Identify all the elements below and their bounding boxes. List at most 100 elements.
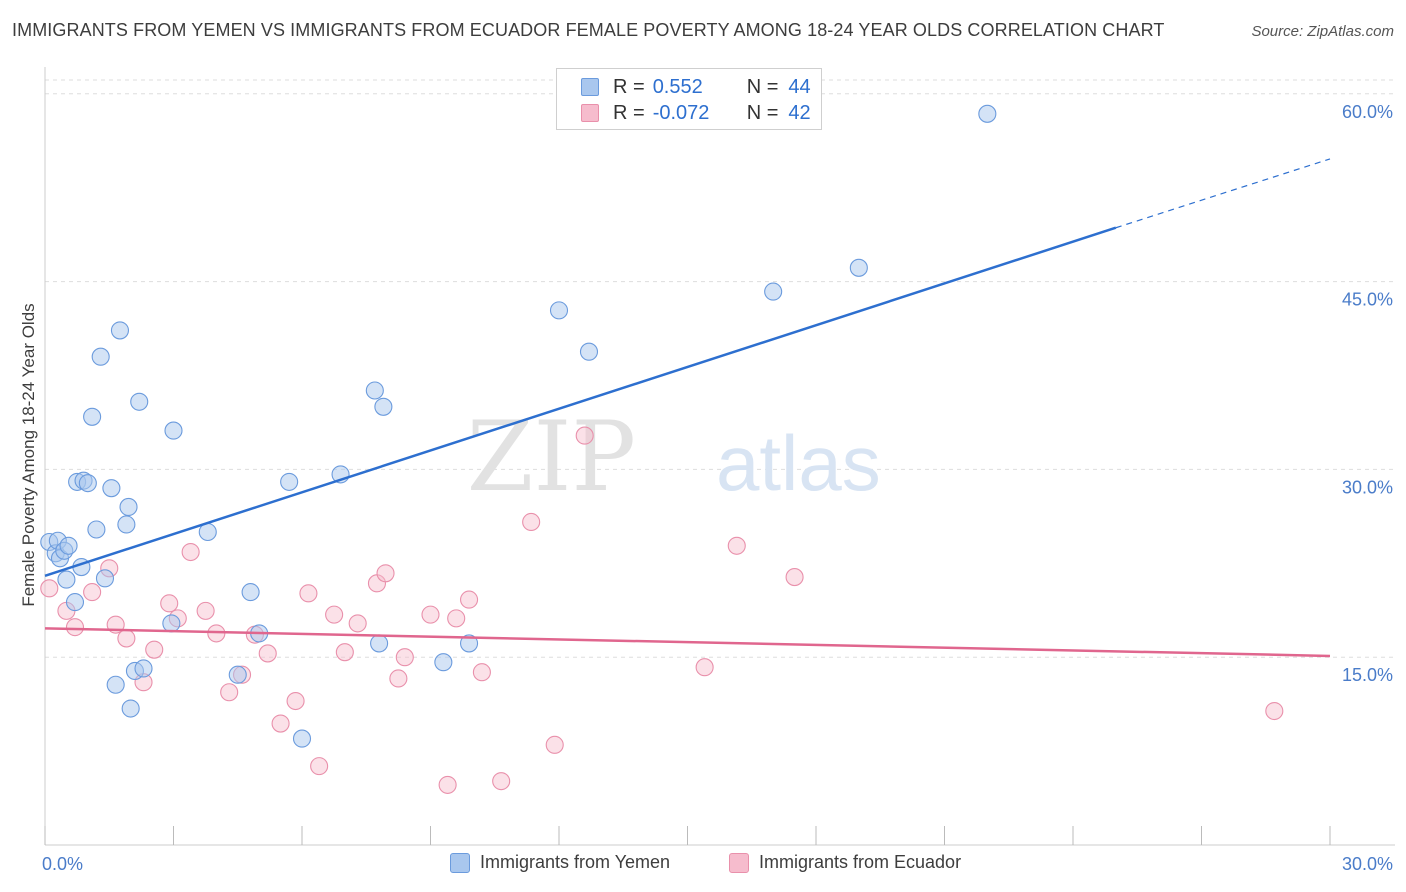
data-point-ecuador [727, 536, 746, 555]
trend-lines [44, 158, 1331, 658]
data-point-ecuador [310, 757, 329, 776]
data-point-ecuador [1265, 701, 1284, 721]
data-point-ecuador [421, 605, 440, 624]
y-tick-label: 45.0% [1342, 290, 1393, 310]
data-point-yemen [110, 321, 130, 340]
data-point-ecuador [286, 691, 305, 711]
series-legend-item-ecuador: Immigrants from Ecuador [729, 852, 961, 873]
legend-row-yemen: R = 0.552 N = 44 [581, 75, 811, 99]
chart-title: IMMIGRANTS FROM YEMEN VS IMMIGRANTS FROM… [12, 20, 1165, 40]
legend-n-label: N = [746, 101, 779, 124]
data-point-ecuador [695, 658, 714, 677]
data-point-yemen [119, 497, 138, 517]
data-point-ecuador [83, 583, 102, 602]
trend-line-yemen-extension [1115, 158, 1331, 229]
series-ecuador-points [40, 426, 1284, 794]
data-point-ecuador [438, 775, 457, 794]
watermark: ZIP atlas [467, 401, 881, 513]
data-point-yemen [130, 392, 149, 411]
data-point-ecuador [65, 618, 85, 637]
trend-line-yemen [44, 226, 1117, 578]
data-point-ecuador [40, 579, 59, 598]
series-yemen-points [40, 104, 997, 748]
data-point-yemen [228, 665, 247, 684]
data-point-ecuador [395, 648, 414, 667]
gridlines [45, 79, 1395, 658]
y-tick-label: 60.0% [1342, 102, 1393, 122]
data-point-yemen [121, 699, 140, 718]
series-legend: Immigrants from Yemen Immigrants from Ec… [0, 852, 1406, 876]
axes [44, 67, 1395, 846]
data-point-ecuador [785, 568, 804, 587]
data-point-ecuador [160, 594, 179, 613]
series-legend-label-ecuador: Immigrants from Ecuador [759, 852, 962, 872]
data-point-ecuador [459, 590, 479, 609]
series-legend-label-yemen: Immigrants from Yemen [480, 852, 671, 872]
data-point-yemen [374, 397, 393, 416]
data-point-ecuador [117, 629, 136, 648]
data-point-ecuador [271, 714, 290, 733]
x-tick-labels: 0.0% 30.0% [42, 854, 1393, 874]
data-point-ecuador [389, 669, 408, 688]
data-point-yemen [292, 729, 312, 748]
data-point-ecuador [258, 644, 277, 663]
trend-line-ecuador [44, 627, 1331, 658]
y-tick-labels: 15.0% 30.0% 45.0% 60.0% [1342, 102, 1393, 685]
data-point-yemen [57, 570, 76, 589]
x-tick-label: 0.0% [42, 854, 83, 874]
data-point-ecuador [376, 564, 395, 583]
data-point-yemen [78, 474, 97, 493]
data-point-ecuador [447, 609, 466, 628]
data-point-ecuador [325, 605, 344, 624]
data-point-yemen [95, 569, 115, 588]
y-axis-title: Female Poverty Among 18-24 Year Olds [19, 303, 38, 606]
data-point-yemen [134, 659, 153, 678]
data-point-yemen [579, 342, 599, 361]
data-point-ecuador [348, 614, 367, 633]
data-point-ecuador [472, 663, 491, 682]
y-tick-label: 15.0% [1342, 665, 1393, 685]
data-point-yemen [549, 301, 569, 320]
data-point-ecuador [575, 426, 594, 445]
data-point-yemen [764, 282, 783, 301]
data-point-ecuador [492, 772, 511, 791]
data-point-yemen [65, 593, 85, 612]
legend-r-value: -0.072 [652, 101, 710, 124]
data-point-yemen [117, 515, 136, 534]
data-point-ecuador [181, 542, 200, 562]
data-point-yemen [365, 381, 384, 400]
data-point-ecuador [522, 512, 541, 532]
data-point-ecuador [145, 640, 164, 659]
data-point-yemen [164, 421, 183, 440]
legend-swatch-ecuador [581, 104, 599, 122]
series-legend-item-yemen: Immigrants from Yemen [450, 852, 670, 873]
data-point-yemen [162, 614, 181, 633]
x-tick-label: 30.0% [1342, 854, 1393, 874]
data-point-ecuador [220, 683, 239, 702]
legend-r-value: 0.552 [652, 75, 703, 98]
data-point-yemen [91, 347, 110, 366]
chart-source: Source: ZipAtlas.com [1251, 23, 1394, 40]
correlation-legend: R = 0.552 N = 44 R = -0.072 N = 42 [556, 68, 822, 130]
data-point-yemen [459, 634, 479, 653]
y-tick-label: 30.0% [1342, 477, 1393, 497]
legend-row-ecuador: R = -0.072 N = 42 [581, 101, 811, 125]
legend-n-label: N = [746, 75, 779, 98]
data-point-yemen [102, 479, 121, 498]
data-point-yemen [83, 407, 102, 426]
data-point-yemen [106, 675, 125, 694]
data-point-ecuador [299, 584, 318, 603]
watermark-zip: ZIP [467, 401, 636, 513]
data-point-yemen [241, 583, 260, 602]
data-point-ecuador [196, 601, 215, 620]
legend-n-value: 42 [788, 101, 811, 124]
legend-n-value: 44 [788, 75, 811, 98]
data-point-yemen [849, 258, 868, 277]
data-point-ecuador [335, 643, 354, 662]
data-point-ecuador [545, 735, 564, 754]
legend-r-label: R = [613, 75, 645, 98]
legend-r-label: R = [613, 101, 645, 124]
legend-swatch-yemen [581, 78, 599, 96]
data-point-yemen [59, 536, 78, 555]
